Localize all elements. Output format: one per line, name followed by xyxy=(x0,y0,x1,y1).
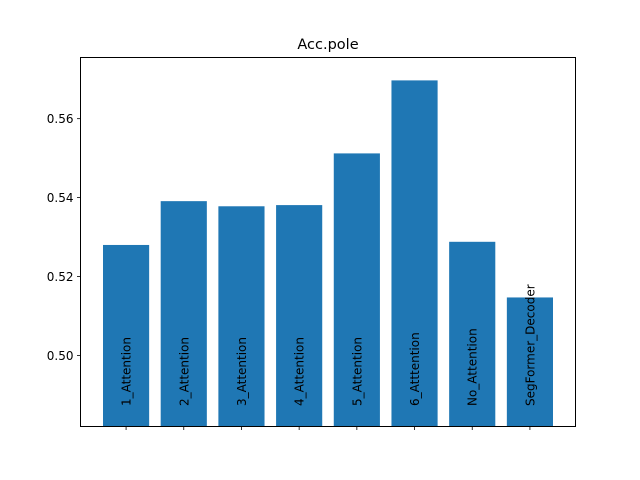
bar-segformer-decoder xyxy=(506,297,553,427)
bar-1-attention xyxy=(103,244,150,427)
bar-category-label: 2_Attention xyxy=(177,337,191,406)
y-tick-label: 0.54 xyxy=(47,191,74,205)
y-axis: 0.50 0.52 0.54 0.56 xyxy=(47,112,81,363)
bar-category-label: 6_Atttention xyxy=(408,332,422,406)
chart-title: Acc.pole xyxy=(297,37,358,53)
bar-2-attention xyxy=(160,201,207,427)
bars-group xyxy=(103,80,553,427)
plot-frame xyxy=(80,57,576,427)
bar-3-attention xyxy=(218,206,265,427)
bar-category-label: SegFormer_Decoder xyxy=(523,284,537,406)
x-axis xyxy=(125,426,531,430)
bar-category-label: 3_Attention xyxy=(235,337,249,406)
y-tick-label: 0.52 xyxy=(47,270,74,284)
y-tick-label: 0.50 xyxy=(47,349,74,363)
bar-5-attention xyxy=(333,153,380,427)
bar-6-atttention xyxy=(391,80,438,427)
bar-category-label: No_Attention xyxy=(466,328,480,406)
bar-category-label: 1_Attention xyxy=(120,337,134,406)
bar-4-attention xyxy=(276,205,323,427)
bar-labels-group: 1_Attention 2_Attention 3_Attention 4_Atten… xyxy=(120,284,538,406)
bar-no-attention xyxy=(449,241,496,427)
bar-category-label: 4_Attention xyxy=(293,337,307,406)
y-tick-label: 0.56 xyxy=(47,112,74,126)
bar-category-label: 5_Attention xyxy=(350,337,364,406)
